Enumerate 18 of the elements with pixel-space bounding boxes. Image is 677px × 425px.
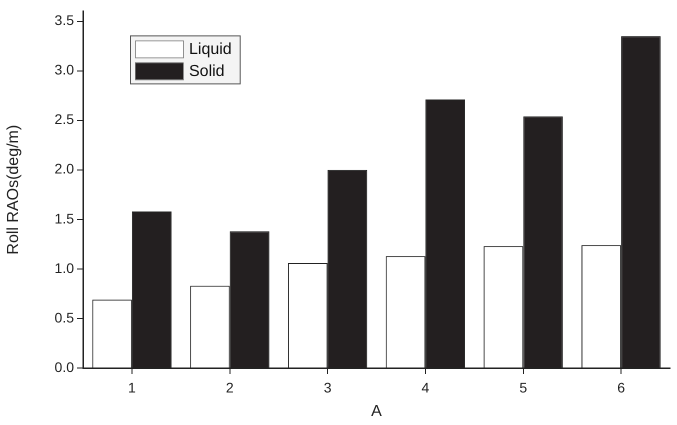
legend-label: Liquid	[189, 40, 232, 58]
y-tick-label: 1.0	[54, 260, 74, 276]
y-tick-label: 0.0	[54, 358, 74, 375]
x-tick-label: 3	[324, 379, 332, 396]
y-tick-label: 3.5	[54, 12, 74, 28]
legend-label: Solid	[189, 62, 225, 80]
y-tick-label: 1.5	[54, 210, 74, 226]
y-axis-title: Roll RAOs(deg/m)	[5, 124, 22, 255]
x-tick-label: 2	[226, 379, 234, 396]
x-tick-label: 6	[617, 379, 626, 396]
y-tick-label: 2.5	[54, 111, 74, 128]
y-tick-label: 0.5	[54, 309, 74, 326]
x-axis-title: A	[371, 402, 382, 420]
x-tick-label: 1	[128, 379, 136, 396]
y-tick-label: 3.0	[54, 62, 74, 78]
x-tick-label: 4	[422, 379, 430, 396]
y-tick-label: 2.0	[54, 160, 74, 177]
x-tick-label: 5	[519, 379, 528, 396]
